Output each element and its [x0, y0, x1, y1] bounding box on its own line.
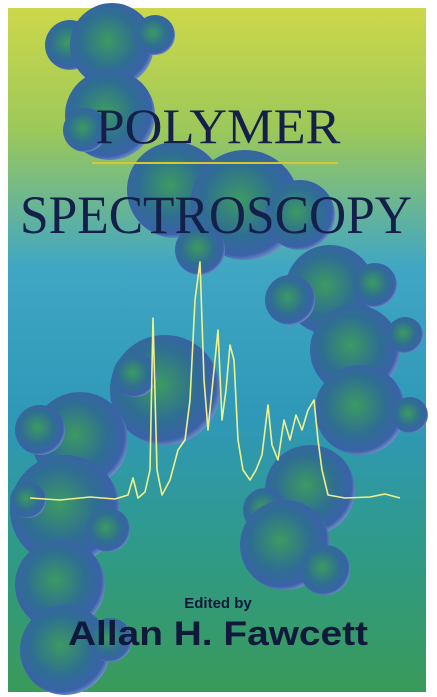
sphere: [175, 225, 225, 275]
sphere: [15, 540, 105, 630]
sphere: [387, 317, 423, 353]
sphere: [70, 3, 154, 87]
spectrum-trace: [29, 261, 401, 501]
sphere: [86, 508, 130, 552]
title-line-2: SPECTROSCOPY: [20, 185, 412, 245]
title-line-1: POLYMER: [96, 98, 342, 154]
sphere: [135, 15, 175, 55]
sphere: [20, 605, 110, 695]
sphere: [300, 545, 350, 595]
sphere: [265, 180, 335, 250]
sphere: [392, 397, 428, 433]
editor-name: Allan H. Fawcett: [68, 615, 368, 653]
sphere: [315, 365, 405, 455]
sphere: [353, 263, 397, 307]
sphere: [10, 482, 46, 518]
sphere: [63, 108, 107, 152]
sphere: [15, 405, 65, 455]
sphere: [265, 275, 315, 325]
sphere: [88, 618, 132, 662]
edited-by: Edited by: [184, 595, 252, 612]
sphere: [113, 353, 157, 397]
